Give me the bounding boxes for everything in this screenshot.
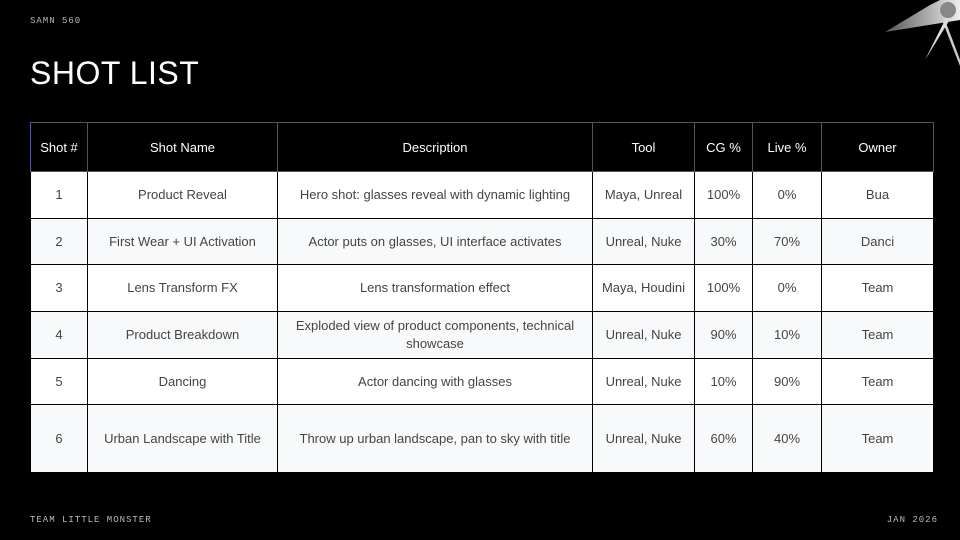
table-cell: 90% xyxy=(694,311,753,359)
column-header: Shot Name xyxy=(87,122,278,172)
column-header: Shot # xyxy=(30,122,88,172)
column-header: Owner xyxy=(821,122,934,172)
table-cell: 40% xyxy=(752,404,822,473)
table-cell: Dancing xyxy=(87,358,278,405)
table-row: 3 Lens Transform FX Lens transformation ef… xyxy=(30,264,934,312)
table-cell: Throw up urban landscape, pan to sky wit… xyxy=(277,404,593,473)
table-cell: 60% xyxy=(694,404,753,473)
table-cell: 100% xyxy=(694,171,753,219)
table-cell: Bua xyxy=(821,171,934,219)
table-cell: 2 xyxy=(30,218,88,265)
table-cell: Actor puts on glasses, UI interface acti… xyxy=(277,218,593,265)
table-cell: Urban Landscape with Title xyxy=(87,404,278,473)
table-cell: 0% xyxy=(752,264,822,312)
table-row: 4 Product Breakdown Exploded view of produ… xyxy=(30,311,934,359)
table-cell: Team xyxy=(821,311,934,359)
footer-date: JAN 2026 xyxy=(886,515,938,525)
table-cell: Danci xyxy=(821,218,934,265)
table-cell: 10% xyxy=(752,311,822,359)
chrome-spike-graphic xyxy=(885,0,960,66)
table-cell: Unreal, Nuke xyxy=(592,358,695,405)
table-cell: Maya, Unreal xyxy=(592,171,695,219)
column-header: Description xyxy=(277,122,593,172)
table-cell: Lens Transform FX xyxy=(87,264,278,312)
table-cell: Team xyxy=(821,264,934,312)
column-header: Tool xyxy=(592,122,695,172)
table-cell: 70% xyxy=(752,218,822,265)
table-cell: 3 xyxy=(30,264,88,312)
table-cell: 1 xyxy=(30,171,88,219)
table-cell: Unreal, Nuke xyxy=(592,311,695,359)
table-cell: First Wear + UI Activation xyxy=(87,218,278,265)
table-cell: 6 xyxy=(30,404,88,473)
table-row: 6 Urban Landscape with Title Throw up urba… xyxy=(30,404,934,473)
table-cell: 100% xyxy=(694,264,753,312)
table-cell: Unreal, Nuke xyxy=(592,404,695,473)
table-cell: Product Reveal xyxy=(87,171,278,219)
table-cell: Unreal, Nuke xyxy=(592,218,695,265)
project-code: SAMN 560 xyxy=(30,16,82,26)
table-cell: Exploded view of product components, tec… xyxy=(277,311,593,359)
footer-team: TEAM LITTLE MONSTER xyxy=(30,515,152,525)
table-header-row: Shot # Shot Name Description Tool CG % Live %… xyxy=(30,122,934,172)
column-header: CG % xyxy=(694,122,753,172)
table-cell: Team xyxy=(821,404,934,473)
table-row: 1 Product Reveal Hero shot: glasses reveal… xyxy=(30,171,934,219)
page-title: SHOT LIST xyxy=(30,55,200,91)
table-cell: Lens transformation effect xyxy=(277,264,593,312)
table-cell: 10% xyxy=(694,358,753,405)
table-cell: 4 xyxy=(30,311,88,359)
table-cell: 30% xyxy=(694,218,753,265)
table-cell: Maya, Houdini xyxy=(592,264,695,312)
table-cell: Product Breakdown xyxy=(87,311,278,359)
table-row: 5 Dancing Actor dancing with glasses Unreal… xyxy=(30,358,934,405)
column-header: Live % xyxy=(752,122,822,172)
shot-list-table: Shot # Shot Name Description Tool CG % Live %… xyxy=(30,122,934,473)
table-cell: Actor dancing with glasses xyxy=(277,358,593,405)
table-cell: 90% xyxy=(752,358,822,405)
table-row: 2 First Wear + UI Activation Actor puts on… xyxy=(30,218,934,265)
table-cell: 0% xyxy=(752,171,822,219)
table-cell: Team xyxy=(821,358,934,405)
table-cell: Hero shot: glasses reveal with dynamic l… xyxy=(277,171,593,219)
table-cell: 5 xyxy=(30,358,88,405)
